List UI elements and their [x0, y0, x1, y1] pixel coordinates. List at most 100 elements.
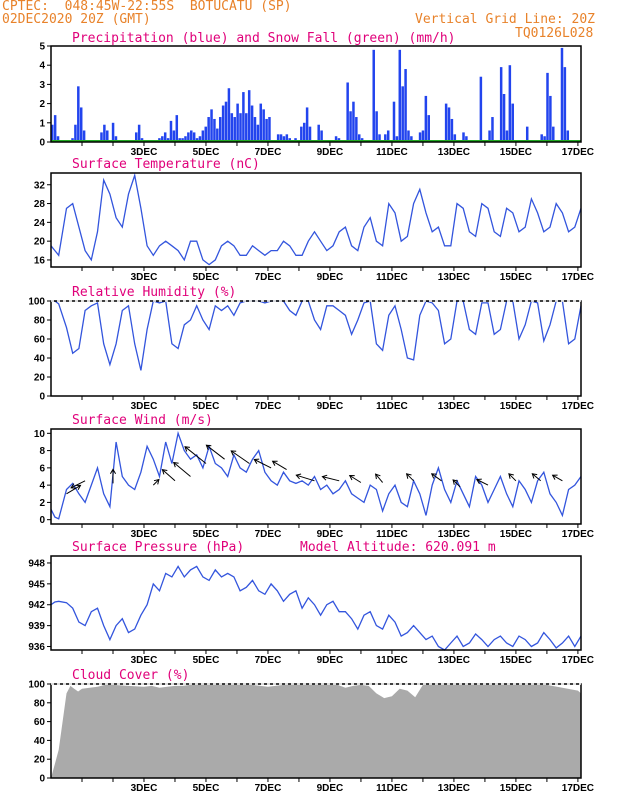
wind-arrow-head	[184, 446, 190, 452]
wind-arrow	[375, 473, 383, 483]
y-tick-label: 6	[39, 463, 45, 474]
precip-bar	[525, 126, 529, 142]
precip-bar	[259, 103, 263, 142]
precip-bar	[253, 117, 257, 142]
wind-arrow-head	[161, 468, 168, 475]
precip-bar	[239, 113, 242, 142]
precip-bar	[465, 136, 468, 142]
precip-bar	[201, 130, 205, 142]
precip-bar	[276, 134, 280, 142]
wind-arrow	[230, 450, 250, 464]
header-grid-note: Vertical Grid Line: 20Z	[415, 12, 596, 27]
x-tick-label: 17DEC	[562, 783, 594, 794]
precip-bar	[407, 130, 410, 142]
precip-bar	[563, 67, 567, 142]
precip-bar	[404, 69, 407, 142]
precip-bar	[357, 134, 361, 142]
wind-arrow	[272, 460, 287, 471]
y-tick-label: 24	[34, 218, 46, 229]
x-tick-label: 17DEC	[562, 655, 594, 666]
panel-title: Relative Humidity (%)	[72, 285, 236, 300]
x-tick-label: 11DEC	[376, 272, 408, 283]
precip-bar	[320, 130, 323, 142]
precip-bar	[546, 72, 549, 142]
x-tick-label: 9DEC	[317, 655, 344, 666]
x-tick-label: 15DEC	[500, 783, 532, 794]
precip-bar	[462, 132, 465, 142]
precip-bar	[247, 90, 251, 142]
precip-bar	[540, 134, 543, 142]
y-tick-label: 4	[39, 61, 45, 72]
panel-title: Precipitation (blue) and Snow Fall (gree…	[72, 31, 456, 46]
wind-arrow	[254, 459, 272, 469]
x-tick-label: 9DEC	[317, 272, 344, 283]
wind-arrow-head	[70, 483, 77, 489]
precip-bar	[198, 136, 202, 142]
precip-bar	[204, 126, 207, 142]
panel-subtitle: Model Altitude: 620.091 m	[300, 540, 496, 555]
panel-title: Surface Pressure (hPa)	[72, 540, 244, 555]
precip-bar	[77, 86, 80, 142]
wind-arrow-head	[75, 484, 82, 491]
x-tick-label: 9DEC	[317, 529, 344, 540]
precip-bar	[169, 120, 173, 142]
wind-arrow	[552, 474, 563, 482]
precip-bar	[410, 136, 413, 142]
wind-line	[50, 430, 582, 520]
panel-title: Surface Wind (m/s)	[72, 413, 213, 428]
precip-bar	[395, 136, 399, 142]
precip-bar	[285, 134, 289, 142]
panel-title: Cloud Cover (%)	[72, 668, 189, 683]
y-tick-label: 80	[34, 698, 46, 709]
wind-arrow-head	[508, 473, 514, 479]
precip-bar	[218, 117, 222, 142]
y-tick-label: 2	[39, 498, 45, 509]
x-tick-label: 3DEC	[131, 147, 158, 158]
precip-bar	[227, 88, 231, 142]
cloud-area	[51, 684, 581, 778]
y-tick-label: 4	[39, 481, 45, 492]
y-tick-label: 20	[34, 755, 46, 766]
x-tick-label: 5DEC	[193, 655, 220, 666]
wind-arrow-head	[452, 479, 459, 485]
precip-bar	[450, 118, 454, 142]
wind-arrow-head	[271, 460, 278, 466]
temp-line	[50, 172, 582, 266]
x-tick-label: 3DEC	[131, 783, 158, 794]
precip-bar	[386, 130, 390, 142]
precip-bar	[346, 82, 349, 142]
x-tick-label: 7DEC	[255, 655, 282, 666]
precip-bar	[236, 103, 239, 142]
precip-bar	[103, 124, 106, 142]
y-tick-label: 0	[39, 774, 45, 785]
y-tick-label: 40	[34, 354, 46, 365]
precip-bar	[491, 117, 494, 142]
x-tick-label: 17DEC	[562, 529, 594, 540]
precip-bar	[499, 67, 503, 142]
precip-bar	[378, 134, 381, 142]
header-location: CPTEC: 048:45W-22:55S BOTUCATU (SP)	[2, 0, 292, 14]
precip-bar	[268, 117, 271, 142]
x-tick-label: 11DEC	[376, 147, 408, 158]
precip-bar	[256, 124, 260, 142]
x-tick-label: 11DEC	[376, 401, 408, 412]
wind-arrow	[66, 484, 81, 495]
precip-bar	[53, 115, 57, 142]
y-tick-label: 20	[34, 373, 46, 384]
precip-bar	[114, 136, 118, 142]
precip-bar	[552, 126, 555, 142]
precip-bar	[543, 136, 546, 142]
panel-frame	[50, 45, 582, 143]
precip-bar	[398, 49, 402, 143]
x-tick-label: 15DEC	[500, 147, 532, 158]
precip-bar	[175, 115, 179, 142]
x-tick-label: 5DEC	[193, 147, 220, 158]
precip-bar	[224, 101, 228, 142]
precip-bar	[352, 101, 355, 142]
precip-bar	[282, 136, 286, 142]
x-tick-label: 7DEC	[255, 147, 282, 158]
precip-bar	[100, 132, 103, 142]
precip-bar	[207, 117, 210, 142]
press-line	[50, 565, 582, 651]
